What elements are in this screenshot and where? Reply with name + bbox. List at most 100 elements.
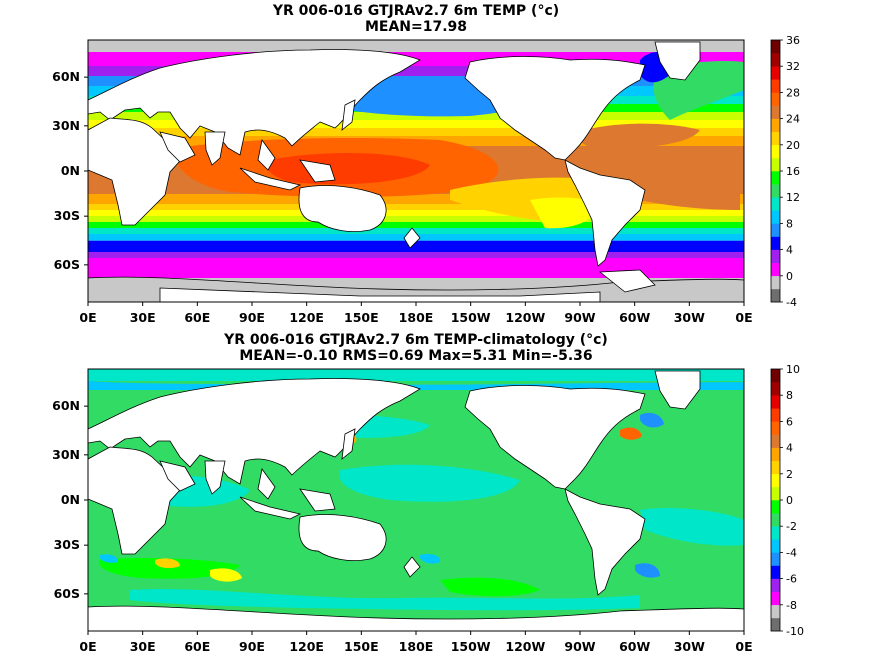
anomaly-lon-label: 120E: [289, 639, 324, 654]
anomaly-lon-label: 150W: [451, 639, 491, 654]
sst-lon-label: 150E: [344, 310, 379, 325]
sst-lon-label: 90E: [239, 310, 265, 325]
sst-colorbar-label: 12: [786, 191, 800, 204]
anomaly-colorbar-segment: [771, 578, 780, 592]
sst-colorbar-segment: [771, 157, 780, 172]
anomaly-colorbar-label: 4: [786, 442, 793, 455]
anomaly-colorbar-label: 2: [786, 468, 793, 481]
sst-colorbar-segment: [771, 262, 780, 277]
sst-colorbar-segment: [771, 66, 780, 80]
anomaly-lon-label: 30E: [130, 639, 156, 654]
bottom-colorbar: -10 -8 -6 -4 -2 0 2 4 6 8 10: [770, 363, 804, 638]
anomaly-colorbar-segment: [771, 421, 780, 435]
anomaly-colorbar-segment: [771, 552, 780, 566]
sst-colorbar-segment: [771, 105, 780, 119]
sst-colorbar-label: 4: [786, 244, 793, 257]
anomaly-colorbar-segment: [771, 369, 780, 383]
anomaly-colorbar-segment: [771, 447, 780, 461]
anomaly-lon-label: 180E: [399, 639, 434, 654]
anomaly-land: [88, 370, 744, 631]
sst-colorbar-segment: [771, 79, 780, 93]
anomaly-colorbar-label: -10: [786, 625, 804, 638]
anomaly-colorbar-segment: [771, 604, 780, 619]
sst-lon-label: 60W: [619, 310, 650, 325]
sst-lat-label: 60S: [54, 257, 80, 272]
anomaly-lat-label: 0N: [61, 492, 80, 507]
sst-colorbar-label: -4: [786, 296, 797, 309]
anomaly-lon-label: 0E: [79, 639, 96, 654]
sst-colorbar-label: 20: [786, 139, 800, 152]
anomaly-colorbar-segment: [771, 526, 780, 540]
sst-colorbar-segment: [771, 236, 780, 250]
sst-colorbar-label: 16: [786, 165, 800, 178]
anomaly-lon-label: 120W: [505, 639, 545, 654]
sst-colorbar-label: 8: [786, 217, 793, 230]
sst-colorbar-label: 28: [786, 86, 800, 99]
anomaly-colorbar-segment: [771, 434, 780, 448]
sst-colorbar-segment: [771, 223, 780, 237]
sst-colorbar-segment: [771, 144, 780, 159]
anomaly-lon-label: 60E: [184, 639, 210, 654]
anomaly-colorbar-label: -6: [786, 573, 797, 586]
sst-lon-label: 180E: [399, 310, 434, 325]
top-title-line2: MEAN=17.98: [364, 19, 468, 35]
sst-colorbar-label: 24: [786, 113, 800, 126]
bottom-title-line1: YR 006-016 GTJRAv2.7 6m TEMP-climatology…: [224, 332, 608, 348]
anomaly-colorbar-segment: [771, 539, 780, 553]
sst-lon-label: 150W: [451, 310, 491, 325]
anomaly-colorbar-segment: [771, 500, 780, 514]
anomaly-colorbar-label: 0: [786, 494, 793, 507]
sst-lat-label: 30N: [52, 118, 80, 133]
anomaly-colorbar-label: 10: [786, 363, 800, 376]
sst-lon-label: 0E: [735, 310, 752, 325]
sst-colorbar-segment: [771, 288, 780, 303]
anomaly-colorbar-segment: [771, 408, 780, 422]
sst-colorbar-segment: [771, 131, 780, 146]
sst-colorbar-segment: [771, 275, 780, 290]
anomaly-lon-label: 150E: [344, 639, 379, 654]
anomaly-colorbar-label: -4: [786, 546, 797, 559]
sst-lat-label: 60N: [52, 69, 80, 84]
anomaly-colorbar-segment: [771, 591, 780, 606]
anomaly-lat-label: 60N: [52, 398, 80, 413]
anomaly-colorbar-segment: [771, 513, 780, 527]
anomaly-colorbar-label: 8: [786, 389, 793, 402]
anomaly-colorbar-segment: [771, 617, 780, 632]
anomaly-lon-label: 30W: [674, 639, 705, 654]
anomaly-colorbar-segment: [771, 565, 780, 579]
top-title-line1: YR 006-016 GTJRAv2.7 6m TEMP (°c): [272, 3, 560, 19]
sst-colorbar-segment: [771, 40, 780, 54]
sst-lon-label: 30W: [674, 310, 705, 325]
sst-colorbar-segment: [771, 197, 780, 211]
sst-colorbar-segment: [771, 171, 780, 185]
sst-lon-label: 60E: [184, 310, 210, 325]
anomaly-colorbar-label: -2: [786, 520, 797, 533]
sst-lat-label: 30S: [54, 208, 80, 223]
anomaly-lon-label: 0E: [735, 639, 752, 654]
anomaly-colorbar-segment: [771, 473, 780, 488]
anomaly-colorbar-label: 6: [786, 415, 793, 428]
anomaly-lat-label: 30S: [54, 537, 80, 552]
sst-colorbar-segment: [771, 249, 780, 263]
anomaly-colorbar-segment: [771, 382, 780, 396]
sst-land: [88, 41, 744, 302]
anomaly-lat-label: 60S: [54, 586, 80, 601]
anomaly-lon-label: 90E: [239, 639, 265, 654]
anomaly-colorbar-segment: [771, 460, 780, 475]
sst-lat-label: 0N: [61, 163, 80, 178]
sst-colorbar-segment: [771, 184, 780, 198]
sst-colorbar-segment: [771, 210, 780, 224]
anomaly-colorbar-label: -8: [786, 599, 797, 612]
sst-colorbar-label: 36: [786, 34, 800, 47]
top-axes: 60N 30N 0N 30S 60S 0E 30E 60E 90E 120E 150E 180E 150…: [52, 69, 752, 325]
anomaly-colorbar-segment: [771, 395, 780, 409]
anomaly-lat-label: 30N: [52, 447, 80, 462]
sst-lon-label: 90W: [564, 310, 595, 325]
sst-lon-label: 120E: [289, 310, 324, 325]
sst-lon-label: 0E: [79, 310, 96, 325]
anomaly-colorbar-segment: [771, 486, 780, 501]
sst-lon-label: 120W: [505, 310, 545, 325]
anomaly-lon-label: 60W: [619, 639, 650, 654]
top-colorbar: -4 0 4 8 12 16 20 24 28 32 36: [770, 34, 800, 309]
